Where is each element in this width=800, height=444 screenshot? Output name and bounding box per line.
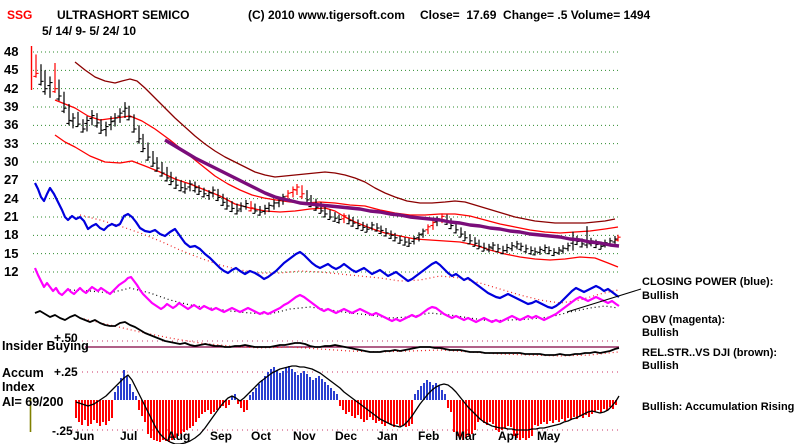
obv-status: Bullish — [642, 327, 679, 339]
month-label-apr: Apr — [498, 429, 519, 443]
rel-str-status: Bullish — [642, 360, 679, 372]
price-gridlines — [33, 51, 620, 273]
accum-label: Accum — [2, 366, 44, 380]
accumulation-histogram — [75, 366, 617, 442]
ohlc-bars — [33, 54, 621, 257]
y-axis-label-12: 12 — [4, 264, 19, 279]
obv-title: OBV (magenta): — [642, 314, 726, 326]
rel-str-line — [34, 310, 620, 356]
month-label-nov: Nov — [293, 429, 316, 443]
y-axis-label-30: 30 — [4, 154, 19, 169]
month-label-aug: Aug — [167, 429, 191, 443]
obv-line — [33, 267, 620, 324]
maroon-ma-line — [74, 61, 616, 224]
purple-ma-line — [164, 138, 620, 248]
month-label-jul: Jul — [120, 429, 138, 443]
y-axis-label-36: 36 — [4, 117, 19, 132]
minus25-label: -.25 — [52, 424, 73, 438]
date-range: 5/ 14/ 9- 5/ 24/ 10 — [42, 24, 137, 38]
ticker-symbol: SSG — [7, 8, 33, 22]
label-pointer-line — [566, 288, 642, 313]
quote-stats: Close= 17.69 Change= .5 Volume= 1494 — [420, 8, 651, 22]
closing-power-status: Bullish — [642, 290, 679, 302]
copyright-text: (C) 2010 www.tigersoft.com — [248, 8, 405, 22]
index-label: Index — [2, 380, 35, 394]
month-label-sep: Sep — [210, 429, 233, 443]
ai-ratio-label: AI= 69/200 — [2, 395, 64, 409]
upper-band-line — [54, 99, 619, 234]
month-label-oct: Oct — [251, 429, 272, 443]
month-label-feb: Feb — [418, 429, 440, 443]
month-label-jan: Jan — [377, 429, 398, 443]
security-title: ULTRASHORT SEMICO — [57, 8, 190, 22]
y-axis-label-42: 42 — [4, 81, 19, 96]
plus50-label: +.50 — [54, 331, 78, 345]
rs-ma-dotted-line — [79, 317, 619, 357]
closing-power-title: CLOSING POWER (blue): — [642, 276, 774, 288]
insider-buying-label: Insider Buying — [2, 339, 89, 353]
y-axis-label-21: 21 — [4, 209, 19, 224]
y-axis-label-24: 24 — [4, 191, 19, 206]
month-label-jun: Jun — [73, 429, 95, 443]
cp-ma-dotted-line — [79, 214, 619, 304]
y-axis-label-27: 27 — [4, 172, 19, 187]
lower-band-line — [54, 134, 619, 268]
month-label-may: May — [537, 429, 561, 443]
axis-marks — [29, 46, 33, 432]
y-axis-label-33: 33 — [4, 136, 19, 151]
y-axis-label-18: 18 — [4, 227, 19, 242]
accumulation-status: Bullish: Accumulation Rising — [642, 401, 795, 413]
rel-str-title: REL.STR..VS DJI (brown): — [642, 347, 778, 359]
month-label-dec: Dec — [335, 429, 358, 443]
y-axis-label-45: 45 — [4, 62, 19, 77]
plus25-label: +.25 — [54, 365, 78, 379]
y-axis-label-39: 39 — [4, 99, 19, 114]
y-axis-label-15: 15 — [4, 246, 19, 261]
closing-power-line — [34, 182, 620, 310]
month-label-mar: Mar — [455, 429, 477, 443]
y-axis-label-48: 48 — [4, 44, 19, 59]
